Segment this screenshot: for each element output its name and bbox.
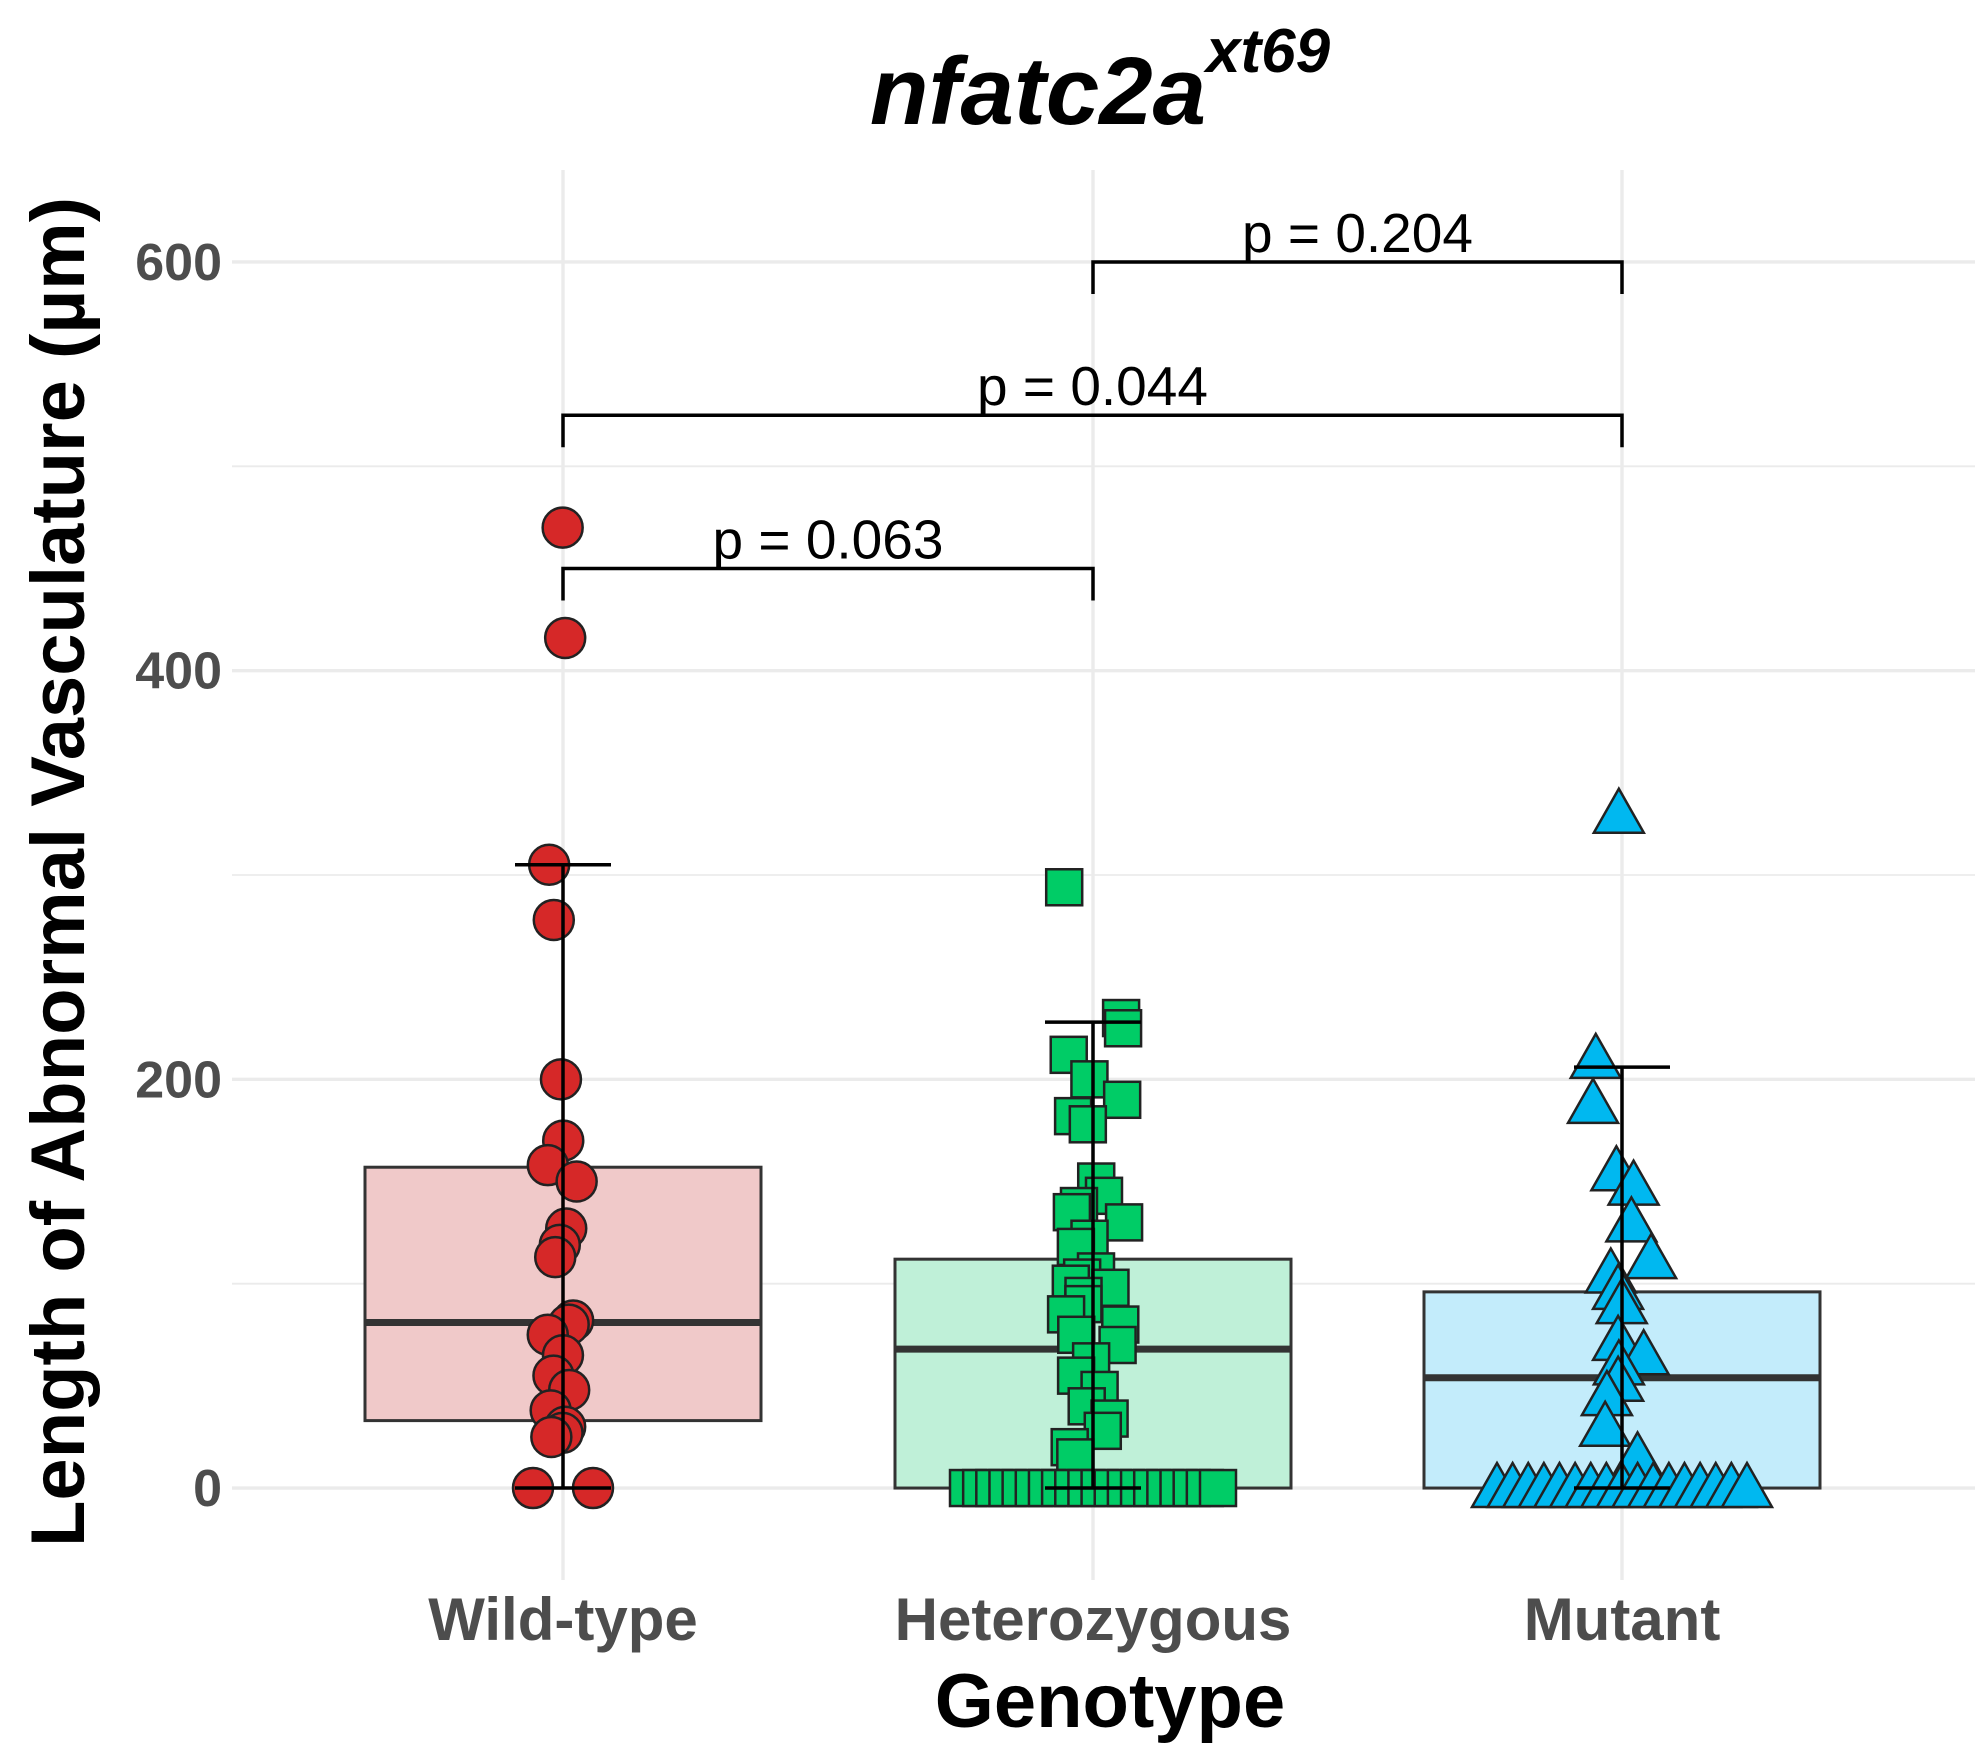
- data-point: [541, 506, 584, 549]
- data-point: [1591, 786, 1646, 834]
- data-point: [1604, 1194, 1659, 1243]
- y-tick-label: 0: [193, 1460, 222, 1518]
- p-value-label: p = 0.204: [1242, 202, 1473, 264]
- chart-title-main: nfatc2a: [870, 38, 1206, 145]
- data-point: [1044, 868, 1084, 907]
- data-point: [532, 898, 576, 942]
- comparison-bracket: [1091, 260, 1624, 294]
- data-point: [1070, 1060, 1109, 1099]
- x-tick-label: Wild-type: [428, 1586, 697, 1653]
- data-point: [530, 1415, 573, 1459]
- comparison-bracket: [561, 413, 1624, 448]
- data-point: [555, 1160, 598, 1203]
- points-layer: [511, 506, 1775, 1510]
- data-point: [1104, 1203, 1144, 1242]
- significance-brackets: p = 0.063 p = 0.044 p = 0.204: [561, 202, 1624, 601]
- data-point: [1578, 1399, 1633, 1447]
- data-point: [1102, 1080, 1142, 1120]
- data-point: [1565, 1076, 1621, 1125]
- y-tick-label: 600: [135, 234, 222, 292]
- y-tick-label: 400: [135, 643, 222, 701]
- data-point: [1719, 1460, 1775, 1509]
- data-point: [1198, 1468, 1238, 1508]
- p-value-label: p = 0.063: [713, 508, 944, 570]
- data-point: [1568, 1031, 1623, 1080]
- data-point: [539, 1058, 583, 1101]
- y-axis-ticks: 0 200 400 600: [135, 234, 222, 1518]
- y-tick-label: 200: [135, 1051, 222, 1109]
- p-value-label: p = 0.044: [977, 355, 1208, 417]
- data-point: [533, 1235, 577, 1279]
- x-tick-label: Mutant: [1524, 1586, 1721, 1653]
- data-point: [1068, 1105, 1108, 1144]
- chart-title: nfatc2axt69: [870, 17, 1331, 145]
- data-point: [1103, 1009, 1143, 1048]
- chart-title-superscript: xt69: [1203, 17, 1331, 86]
- x-axis-title: Genotype: [935, 1659, 1286, 1744]
- x-axis-ticks: Wild-type Heterozygous Mutant: [428, 1586, 1720, 1653]
- comparison-bracket: [561, 566, 1095, 601]
- data-point: [1623, 1231, 1679, 1280]
- y-axis-title: Length of Abnormal Vasculature (µm): [16, 197, 101, 1547]
- data-point: [543, 616, 587, 660]
- x-tick-label: Heterozygous: [895, 1586, 1292, 1653]
